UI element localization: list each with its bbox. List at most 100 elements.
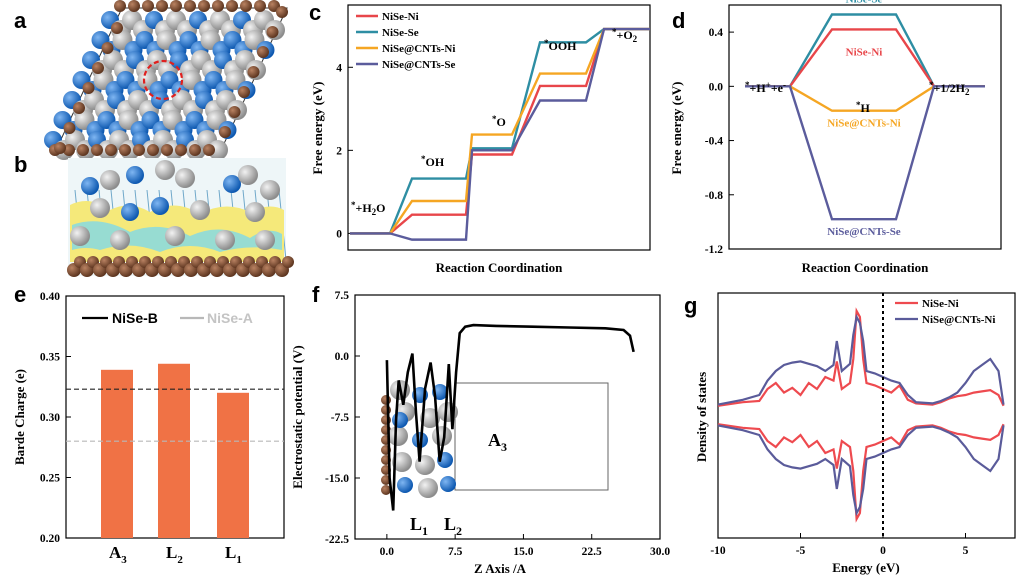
se-atom — [121, 203, 139, 221]
c-atom — [119, 144, 131, 156]
x-tick-label: 0.0 — [380, 546, 395, 558]
ni-atom — [260, 180, 280, 200]
ni-atom — [110, 230, 130, 250]
ni-atom — [190, 200, 210, 220]
series-label: NiSe@CNTs-Ni — [827, 118, 900, 130]
se-atom — [440, 476, 456, 492]
y-tick-label: -22.5 — [325, 534, 349, 546]
se-atom — [223, 175, 241, 193]
c-atom — [101, 42, 114, 54]
series-label: NiSe-Ni — [846, 46, 883, 58]
annotation-l1: L1 — [410, 514, 428, 538]
red-dashed-circle-site-icon — [142, 59, 184, 101]
legend-label: NiSe@CNTs-Ni — [922, 314, 995, 326]
ni-atom — [388, 426, 408, 446]
c-atom — [189, 144, 201, 156]
annotation-a3: A3 — [488, 430, 507, 454]
panel-label-f: f — [312, 282, 320, 307]
x-tick-label: 22.5 — [582, 546, 602, 558]
legend-label: NiSe-Ni — [922, 298, 959, 310]
panel-label-e: e — [14, 282, 26, 307]
state-label-h-adsorbed: *H — [856, 100, 871, 115]
ni-atom — [175, 168, 195, 188]
potential-curve — [385, 323, 635, 511]
c-atom — [276, 6, 288, 18]
y-axis-label: Free energy (eV) — [310, 82, 325, 175]
x-axis-label: Energy (eV) — [832, 560, 900, 575]
a3-region-box — [454, 382, 609, 491]
y-tick-label: 0.30 — [40, 412, 60, 424]
y-tick-label: 0.20 — [40, 533, 60, 545]
c-atom — [257, 46, 269, 58]
dos-line-nise-cnts-ni-spin-up — [717, 313, 1005, 406]
legend-label: NiSe-B — [112, 310, 158, 326]
y-axis-label: Barde Charge (e) — [12, 369, 27, 465]
x-axis-label: Z Axis /A — [474, 561, 527, 576]
c-atom — [212, 0, 224, 12]
c-atom — [228, 106, 241, 118]
series-line-nise-cnts-se — [745, 85, 985, 221]
c-atom — [219, 126, 231, 138]
se-atom — [151, 197, 169, 215]
x-tick-label: 30.0 — [650, 546, 670, 558]
panel-label-b: b — [14, 152, 27, 177]
y-tick-label: 0.25 — [40, 473, 60, 485]
dos-line-nise-cnts-ni-spin-down — [717, 424, 1005, 517]
c-atom — [381, 395, 391, 405]
plot-frame — [728, 4, 1002, 250]
state-label-half-h2: *+1/2H2 — [929, 80, 970, 97]
panel-label-d: d — [672, 8, 685, 33]
series-line-nise-cnts-se — [350, 27, 650, 241]
c-atom — [184, 0, 196, 12]
density-of-states-chart: -10 -5 0 5 NiSe-Ni NiSe@CNTs-Ni Density of s… — [694, 292, 1016, 575]
ni-atom — [215, 230, 235, 250]
y-tick-label: 0.40 — [40, 291, 60, 303]
state-label-h-plus: *+H++e- — [745, 80, 786, 95]
c-atom — [240, 0, 252, 12]
c-atom — [238, 86, 250, 98]
c-atom — [63, 122, 76, 134]
bader-charge-bar-chart: 0.20 0.25 0.30 0.35 0.40 A3 L2 L1 NiSe-B NiSe-A… — [12, 291, 285, 566]
c-atom — [226, 0, 238, 12]
her-free-energy-chart: 0.4 0.0 -0.4 -0.8 -1.2 NiSe-Se NiSe-Ni NiSe@CN… — [669, 0, 1002, 275]
x-tick-label: 5 — [963, 545, 969, 557]
x-axis-label: Reaction Coordination — [802, 260, 930, 275]
ni-atom — [245, 202, 265, 222]
ni-atom — [155, 160, 175, 180]
series-label: NiSe@CNTs-Se — [827, 226, 901, 238]
series-label: NiSe-Se — [846, 0, 883, 5]
y-tick-label: 0.0 — [709, 81, 724, 93]
se-atom — [392, 412, 408, 428]
ni-atom — [90, 198, 110, 218]
x-tick-label: L1 — [225, 543, 242, 566]
panel-label-g: g — [684, 293, 697, 318]
bar — [101, 369, 133, 538]
ni-atom — [255, 230, 275, 250]
x-tick-label: L2 — [166, 543, 183, 566]
plot-frame — [347, 4, 651, 251]
y-tick-label: 0.35 — [40, 352, 60, 364]
x-axis-label: Reaction Coordination — [436, 260, 564, 275]
legend-label: NiSe@CNTs-Se — [382, 59, 456, 71]
c-atom — [175, 144, 187, 156]
c-atom — [92, 62, 104, 74]
plot-frame — [717, 292, 1016, 539]
y-tick-label: -0.4 — [705, 136, 723, 148]
y-tick-label: 2 — [336, 145, 342, 157]
c-atom — [114, 0, 126, 12]
x-tick-label: 7.5 — [448, 546, 463, 558]
ni-atom — [100, 170, 120, 190]
y-tick-label: 7.5 — [335, 290, 350, 302]
legend-label: NiSe-Se — [382, 27, 419, 39]
bar — [158, 363, 190, 538]
c-atom — [170, 0, 182, 12]
ni-atom — [418, 478, 438, 498]
c-atom — [142, 0, 154, 12]
se-atom — [126, 166, 144, 184]
panel-label-c: c — [309, 0, 321, 25]
c-atom — [73, 102, 85, 114]
state-label-o: *O — [492, 114, 506, 129]
c-atom — [111, 22, 123, 34]
c-atom — [147, 144, 159, 156]
ni-atom — [415, 455, 435, 475]
